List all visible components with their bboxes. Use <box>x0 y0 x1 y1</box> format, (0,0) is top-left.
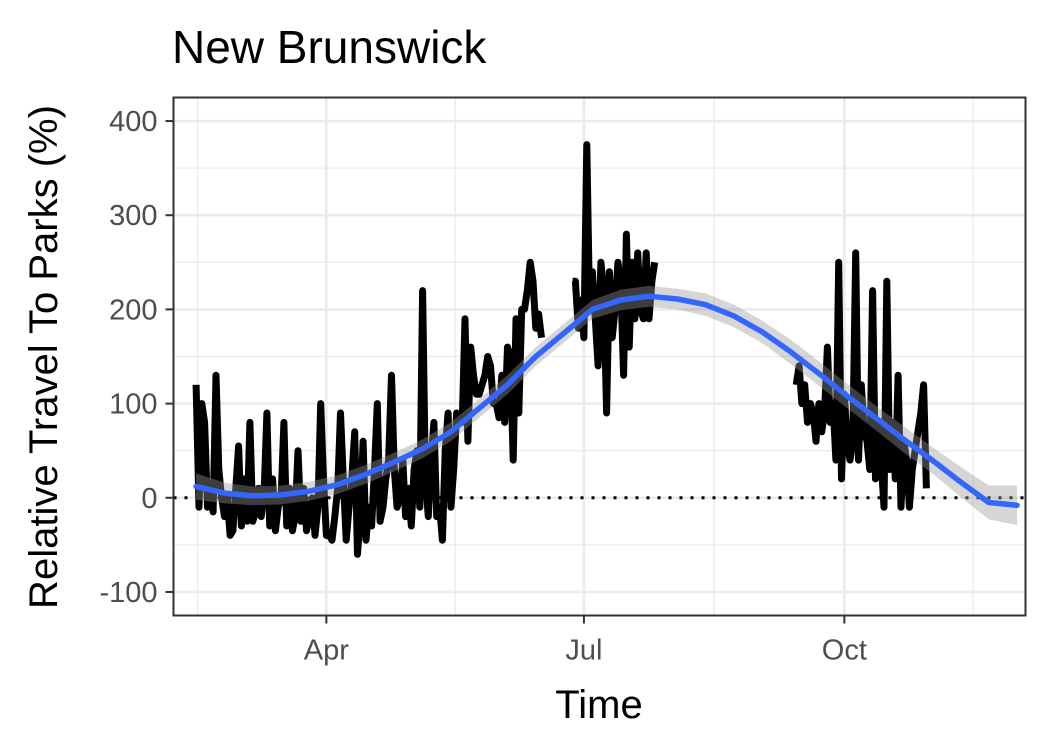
x-axis-title: Time <box>555 683 642 727</box>
series-line <box>792 249 930 511</box>
confidence-ribbon <box>196 285 1018 526</box>
smooth-line <box>193 293 1020 509</box>
panel-border <box>172 96 1027 617</box>
axes: -100 0 100 200 300 400 Apr Jul Oct <box>99 106 866 666</box>
series-line <box>571 141 659 417</box>
y-tick-label: 300 <box>109 200 157 232</box>
x-tick-label: Oct <box>822 635 867 667</box>
x-tick-label: Apr <box>304 635 349 667</box>
y-tick-label: -100 <box>99 577 157 609</box>
y-tick-label: 100 <box>109 389 157 421</box>
y-tick-label: 200 <box>109 294 157 326</box>
x-tick-label: Jul <box>565 635 602 667</box>
data-layer <box>192 141 1020 558</box>
y-tick-label: 400 <box>109 106 157 138</box>
y-tick-label: 0 <box>141 483 157 515</box>
chart-title: New Brunswick <box>172 21 487 73</box>
y-axis-title: Relative Travel To Parks (%) <box>22 105 66 609</box>
series-line <box>192 258 545 558</box>
